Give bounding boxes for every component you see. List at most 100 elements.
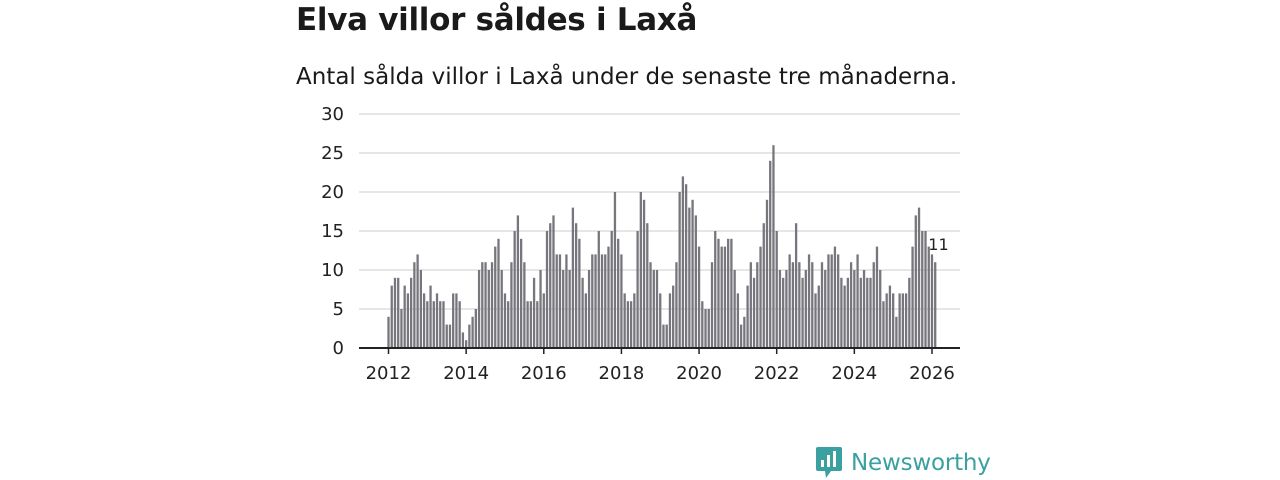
bar	[697, 246, 701, 348]
bar	[807, 254, 811, 348]
bar	[497, 238, 500, 348]
bar	[882, 301, 885, 348]
bar	[435, 293, 439, 348]
bar	[574, 223, 578, 348]
bar	[824, 270, 827, 348]
bar	[461, 332, 465, 348]
bar	[707, 309, 710, 348]
bar	[817, 285, 820, 348]
bar	[759, 246, 762, 348]
bar	[448, 324, 452, 348]
bar	[387, 316, 390, 348]
bar	[526, 301, 529, 348]
bar	[565, 254, 568, 348]
y-tick-label: 5	[333, 299, 344, 320]
bar	[442, 301, 445, 348]
bar	[879, 270, 882, 348]
bar	[688, 207, 691, 348]
bar	[413, 262, 416, 348]
bar	[390, 285, 393, 348]
bar	[620, 254, 623, 348]
bar	[646, 223, 649, 348]
bar	[597, 231, 600, 348]
bar	[885, 293, 888, 348]
bar	[691, 199, 694, 348]
bar	[801, 277, 804, 348]
bar	[765, 199, 769, 348]
bar	[626, 301, 630, 348]
bar	[675, 262, 678, 348]
bar	[445, 324, 448, 348]
bar	[837, 254, 840, 348]
bar	[762, 223, 765, 348]
bar	[710, 262, 714, 348]
bar	[617, 238, 620, 348]
bar	[484, 262, 487, 348]
bar	[429, 285, 432, 348]
bar	[875, 246, 879, 348]
bar	[662, 324, 665, 348]
bar	[752, 277, 756, 348]
bar	[655, 270, 659, 348]
bar	[633, 293, 636, 348]
bar	[901, 293, 905, 348]
bar	[642, 199, 646, 348]
chart-subtitle: Antal sålda villor i Laxå under de senas…	[296, 64, 958, 90]
bar	[490, 262, 494, 348]
bar	[775, 231, 778, 348]
bar	[629, 301, 633, 348]
bar	[898, 293, 901, 348]
bar	[866, 277, 869, 348]
y-tick-label: 20	[321, 182, 344, 203]
x-tick-label: 2016	[521, 363, 567, 384]
x-tick-label: 2018	[599, 363, 645, 384]
bar	[623, 293, 626, 348]
bar	[500, 270, 503, 348]
bar	[545, 231, 549, 348]
bar	[853, 270, 856, 348]
bar	[911, 246, 914, 348]
bar	[507, 301, 510, 348]
y-tick-label: 15	[321, 221, 344, 242]
bar	[772, 145, 775, 348]
bar-chart: 0 5 10 15 20 25 30 2012 2014 2016 2018 2020 2022 202…	[321, 104, 960, 384]
bar	[416, 254, 419, 348]
bar	[914, 215, 917, 348]
bar	[678, 192, 681, 348]
bar	[458, 301, 461, 348]
bar	[516, 215, 520, 348]
bar	[439, 301, 442, 348]
bar	[862, 270, 866, 348]
bar	[895, 316, 898, 348]
bar	[921, 231, 924, 348]
bar	[746, 285, 749, 348]
bar	[591, 254, 594, 348]
bar	[455, 293, 458, 348]
bar	[529, 301, 532, 348]
bar	[704, 309, 707, 348]
y-tick-label: 10	[321, 260, 344, 281]
bar	[400, 309, 403, 348]
data-label-latest: 11	[928, 235, 948, 254]
bar	[927, 246, 930, 348]
bar	[432, 301, 435, 348]
bar	[659, 293, 662, 348]
bar	[568, 270, 571, 348]
bar	[562, 270, 565, 348]
bar	[639, 192, 642, 348]
bar	[571, 207, 575, 348]
bar	[684, 184, 688, 348]
bar	[419, 270, 422, 348]
bar	[869, 277, 872, 348]
bar	[422, 293, 426, 348]
x-tick-label: 2024	[831, 363, 877, 384]
bar	[600, 254, 604, 348]
bar	[743, 316, 746, 348]
bar	[798, 262, 801, 348]
bar	[849, 262, 853, 348]
bar	[730, 238, 733, 348]
bar	[513, 231, 516, 348]
bar	[791, 262, 795, 348]
bar	[613, 192, 617, 348]
bar	[830, 254, 833, 348]
